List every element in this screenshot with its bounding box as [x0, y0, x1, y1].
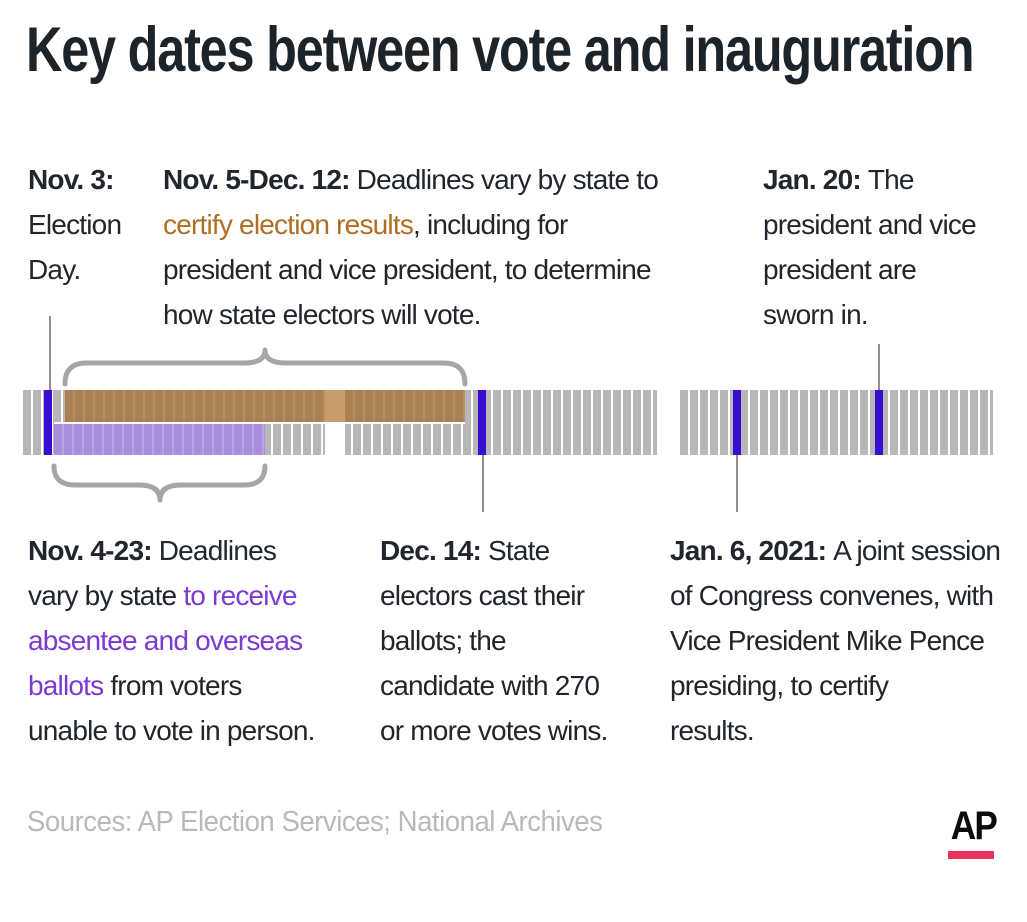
certify-range-bar [65, 390, 465, 422]
leader-line-jan6 [736, 455, 738, 512]
brace-certify-range-icon [62, 347, 468, 387]
note-certify-date: Nov. 5-Dec. 12: [163, 164, 357, 195]
page-title: Key dates between vote and inauguration [26, 15, 975, 85]
ap-logo-bar-icon [948, 851, 994, 859]
note-electors-date: Dec. 14: [380, 535, 488, 566]
note-certify-results: Nov. 5-Dec. 12: Deadlines vary by state … [163, 157, 659, 337]
note-congress-text: A joint session of Congress convenes, wi… [670, 535, 1001, 746]
note-congress-certifies: Jan. 6, 2021: A joint session of Congres… [670, 528, 1001, 753]
note-election-day-date: Nov. 3: [28, 164, 114, 195]
leader-line-nov3 [49, 316, 51, 390]
range-row-divider [54, 422, 465, 424]
brace-absentee-range-icon [51, 463, 268, 503]
sources-credit: Sources: AP Election Services; National … [27, 806, 603, 838]
timeline-band-jan [680, 390, 993, 455]
note-inauguration-date: Jan. 20: [763, 164, 868, 195]
note-election-day: Nov. 3: Election Day. [28, 157, 122, 292]
absentee-range-bar [54, 424, 265, 455]
note-election-day-text: Election Day. [28, 209, 122, 285]
marker-dec14 [478, 390, 486, 455]
leader-line-jan20 [878, 344, 880, 390]
note-absentee-ballots: Nov. 4-23: Deadlines vary by state to re… [28, 528, 315, 753]
leader-line-dec14 [482, 455, 484, 512]
note-electors-vote: Dec. 14: State electors cast their ballo… [380, 528, 608, 753]
note-absentee-text-after: from voters unable to vote in person. [28, 670, 315, 746]
note-certify-text-after: , including for president and vice presi… [163, 209, 652, 330]
note-absentee-highlight: to receive absentee and overseas ballots [28, 580, 303, 701]
marker-nov3 [44, 390, 52, 455]
note-inauguration: Jan. 20: The president and vice presiden… [763, 157, 977, 337]
note-congress-date: Jan. 6, 2021: [670, 535, 834, 566]
marker-jan20 [875, 390, 883, 455]
ap-logo: AP [948, 804, 998, 859]
marker-jan6 [733, 390, 741, 455]
note-absentee-date: Nov. 4-23: [28, 535, 159, 566]
note-inauguration-text: The president and vice president are swo… [763, 164, 977, 330]
timeline [0, 390, 1027, 455]
timeline-break-patch [325, 390, 345, 422]
note-absentee-text-before: Deadlines vary by state [28, 535, 277, 611]
note-certify-text-before: Deadlines vary by state to [356, 164, 659, 195]
note-certify-highlight: certify election results [163, 209, 414, 240]
timeline-break-gap [325, 424, 345, 455]
note-electors-text: State electors cast their ballots; the c… [380, 535, 608, 746]
ap-logo-text: AP [950, 804, 998, 848]
